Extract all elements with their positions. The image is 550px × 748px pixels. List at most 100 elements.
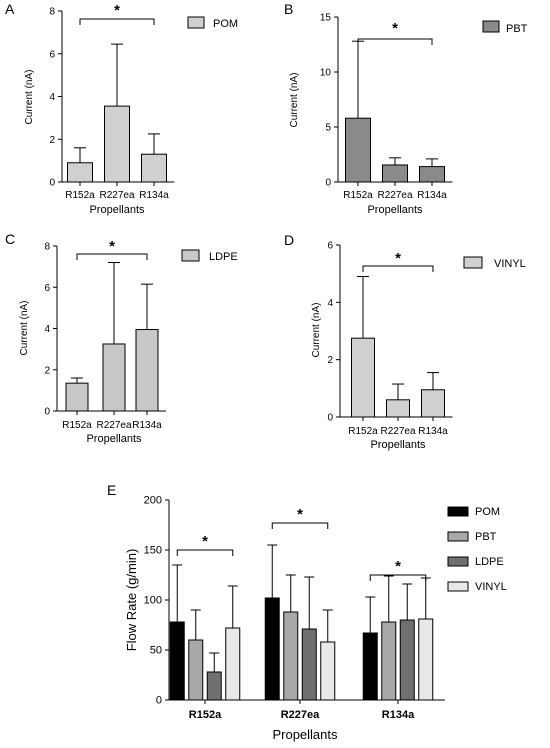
panel-label: B [284, 1, 293, 17]
legend-swatch [463, 256, 483, 269]
y-tick-label: 100 [144, 595, 162, 607]
y-tick-label: 2 [44, 365, 50, 376]
y-tick-label: 0 [325, 178, 331, 189]
significance-star: * [395, 558, 401, 575]
y-tick-label: 2 [49, 135, 55, 146]
panel-c: C 0 2 4 6 8 Current (nA) R152a R227ea R134a * LDPE P… [5, 231, 238, 445]
y-tick-label: 6 [44, 283, 50, 294]
x-tick-label: R152a [62, 420, 92, 431]
y-tick-label: 0 [49, 178, 55, 189]
y-tick-label: 10 [320, 68, 332, 79]
significance-star: * [395, 250, 401, 267]
x-tick-label: R134a [139, 190, 169, 201]
x-tick-label: R227ea [99, 190, 134, 201]
x-tick-label: R227ea [380, 426, 415, 437]
y-tick-label: 15 [320, 13, 332, 24]
x-tick-label: R227ea [377, 190, 412, 201]
bar-r134a [421, 389, 445, 418]
y-tick-label: 150 [144, 545, 162, 557]
bar-r227ea [102, 343, 126, 412]
significance-bracket [369, 574, 427, 581]
bar-r134a [419, 166, 445, 183]
significance-star: * [392, 20, 398, 37]
y-tick-label: 0 [156, 695, 162, 707]
x-axis-label: Propellants [89, 204, 145, 216]
legend-swatch [187, 16, 205, 29]
significance-star: * [114, 2, 120, 19]
x-axis-label: Propellants [370, 439, 426, 451]
y-tick-label: 4 [49, 92, 55, 103]
significance-star: * [109, 238, 115, 255]
bar-ldpe-r134a [399, 619, 415, 701]
x-tick-label: R227ea [96, 420, 131, 431]
significance-star: * [202, 533, 208, 550]
legend-label: VINYL [494, 258, 526, 270]
bar-ldpe-r227ea [301, 628, 317, 701]
bar-pbt-r227ea [283, 611, 299, 701]
legend-label: LDPE [475, 556, 504, 568]
y-tick-label: 200 [144, 495, 162, 507]
bar-pom-r152a [169, 621, 185, 701]
y-axis-label: Current (nA) [24, 69, 35, 124]
legend-swatch [181, 249, 200, 262]
y-axis-label: Current (nA) [289, 72, 300, 127]
bar-vinyl-r134a [418, 618, 434, 701]
y-tick-label: 8 [49, 7, 55, 18]
y-tick-label: 8 [44, 242, 50, 253]
bar-r134a [135, 329, 159, 412]
bar-r227ea [104, 105, 130, 183]
x-tick-label: R134a [132, 420, 162, 431]
panel-label: C [5, 231, 15, 247]
legend-swatch-pbt [447, 531, 469, 542]
bar-ldpe-r152a [206, 671, 222, 701]
y-tick-label: 4 [327, 298, 333, 309]
bar-r152a [67, 162, 93, 183]
panel-b: B 0 5 10 15 Current (nA) R152a R227ea R134a * PBT P… [284, 1, 528, 216]
y-tick-label: 5 [325, 123, 331, 134]
bar-pbt-r134a [381, 621, 397, 701]
significance-bracket [271, 522, 329, 529]
bar-r134a [141, 153, 167, 183]
y-tick-label: 6 [49, 49, 55, 60]
legend-swatch-pom [447, 506, 469, 517]
y-tick-label: 2 [327, 355, 333, 366]
bar-r227ea [386, 399, 410, 418]
legend-swatch-ldpe [447, 556, 469, 567]
y-axis-label: Flow Rate (g/min) [124, 549, 139, 652]
x-tick-label: R152a [348, 426, 378, 437]
x-tick-label: R134a [417, 190, 447, 201]
legend-label: POM [475, 506, 500, 518]
y-tick-label: 0 [327, 413, 333, 424]
bar-pbt-r152a [188, 639, 204, 701]
significance-star: * [297, 506, 303, 523]
x-axis-label: Propellants [86, 433, 142, 445]
bar-vinyl-r152a [225, 627, 241, 701]
bar-r152a [65, 382, 89, 412]
significance-bracket [362, 265, 434, 272]
y-axis-label: Current (nA) [19, 300, 30, 355]
x-tick-label: R152a [189, 709, 222, 721]
y-tick-label: 4 [44, 324, 50, 335]
panel-label: A [5, 1, 15, 17]
bar-r152a [351, 337, 375, 418]
x-tick-label: R152a [343, 190, 373, 201]
x-axis-label: Propellants [272, 727, 338, 742]
panel-d: D 0 2 4 6 Current (nA) R152a R227ea R134a * VINYL P… [284, 232, 526, 451]
y-tick-label: 0 [44, 407, 50, 418]
panel-label: D [284, 232, 294, 248]
legend-label: PBT [506, 23, 528, 35]
significance-bracket [176, 549, 234, 556]
legend-label: VINYL [475, 581, 507, 593]
panel-e: E 0 50 100 150 200 Flow Rate (g/min) R152a * R227… [107, 482, 507, 742]
bar-r227ea [382, 164, 408, 183]
x-tick-label: R134a [382, 709, 415, 721]
panel-a: A 0 2 4 6 8 Current (nA) R152a R227ea R134a * POM Pr… [5, 1, 238, 216]
x-axis-label: Propellants [367, 204, 423, 216]
bar-pom-r227ea [264, 597, 280, 701]
x-tick-label: R227ea [281, 709, 320, 721]
bar-pom-r134a [362, 632, 378, 701]
bar-vinyl-r227ea [320, 641, 336, 701]
panel-label: E [107, 482, 116, 498]
legend-swatch [482, 20, 500, 33]
